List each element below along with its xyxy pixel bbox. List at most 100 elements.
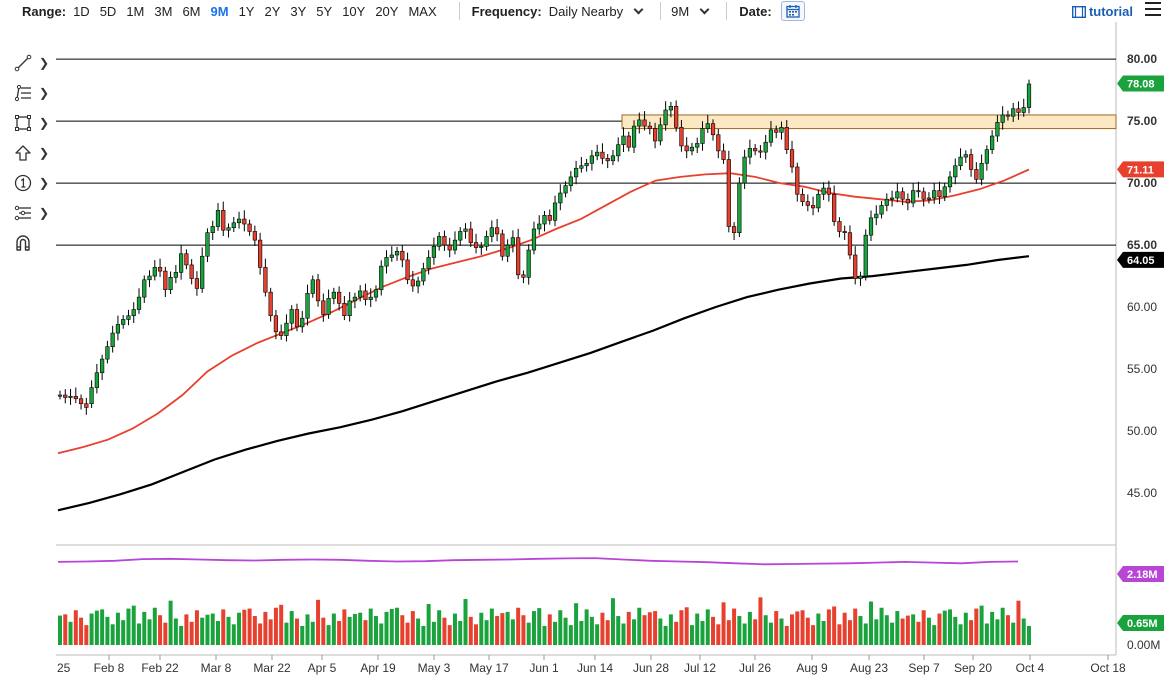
x-tick-label: Jun 14 (577, 661, 613, 675)
volume-current-badge-text: 0.65M (1127, 618, 1158, 630)
candle (379, 260, 384, 296)
candle (979, 154, 984, 186)
candle (916, 181, 921, 198)
x-tick-label: Jun 1 (529, 661, 559, 675)
volume-bar (489, 608, 494, 645)
range-6m[interactable]: 6M (182, 3, 201, 19)
drawing-tools: ❯ ❯ ❯ ❯ ❯ ❯ (14, 48, 54, 258)
candle (953, 158, 958, 185)
x-tick-label: 25 (57, 661, 71, 675)
candle (853, 246, 858, 285)
volume-bar (911, 614, 916, 645)
candle (742, 149, 747, 189)
volume-bar (321, 617, 326, 645)
last-price-badge-bg (1117, 75, 1164, 92)
x-tick-label: Apr 5 (308, 661, 337, 675)
fibonacci-icon (14, 84, 31, 102)
line-tool-button[interactable]: ❯ (14, 48, 54, 78)
volume-bar (637, 607, 642, 645)
volume-bar (863, 623, 868, 645)
candle (210, 220, 215, 240)
ma200-badge-text: 64.05 (1127, 255, 1155, 267)
volume-bar (516, 607, 521, 645)
candle (147, 270, 152, 288)
range-3y[interactable]: 3Y (290, 3, 307, 19)
pitchfork-tool-button[interactable]: ❯ (14, 198, 54, 228)
volume-bar (642, 615, 647, 645)
volume-bar (579, 620, 584, 645)
label-tool-button[interactable]: ❯ (14, 168, 54, 198)
frequency-select[interactable]: Daily Nearby (549, 4, 648, 19)
fib-tool-button[interactable]: ❯ (14, 78, 54, 108)
period-select[interactable]: 9M (671, 4, 714, 19)
range-1y[interactable]: 1Y (238, 3, 255, 19)
range-9m[interactable]: 9M (210, 3, 229, 19)
range-5d[interactable]: 5D (99, 3, 117, 19)
volume-bar (626, 611, 631, 645)
candle (911, 183, 916, 208)
candle-body (484, 236, 489, 247)
candle-body (889, 197, 895, 200)
candle-body (742, 156, 747, 184)
candle (458, 227, 463, 246)
calendar-button[interactable] (780, 1, 805, 21)
candle (384, 250, 389, 274)
candle-body (437, 236, 442, 247)
candle-body (626, 135, 631, 148)
candle-body (842, 231, 847, 233)
candle-body (642, 119, 647, 127)
volume-bar (189, 621, 194, 645)
volume-bar (431, 621, 436, 645)
candle (932, 183, 937, 204)
candle (631, 120, 637, 153)
range-3m[interactable]: 3M (154, 3, 173, 19)
arrow-tool-button[interactable]: ❯ (14, 138, 54, 168)
range-5y[interactable]: 5Y (316, 3, 333, 19)
numbered-circle-icon (14, 174, 32, 192)
volume-bar (542, 625, 547, 645)
candle-body (1005, 114, 1011, 117)
candle-body (716, 134, 721, 152)
volume-bar (563, 617, 568, 645)
volume-bar (89, 613, 94, 645)
volume-bar (316, 599, 321, 645)
candle (805, 194, 810, 212)
volume-bar (405, 622, 410, 645)
volume-bar (658, 618, 663, 645)
candle-body (410, 279, 415, 287)
candle (363, 283, 368, 306)
candle (589, 150, 594, 171)
magnet-tool-button[interactable] (14, 228, 54, 258)
x-tick-label: Oct 18 (1090, 661, 1126, 675)
candle-body (252, 231, 257, 241)
candle (57, 390, 63, 400)
volume-bar (632, 619, 637, 645)
candle (726, 150, 731, 233)
volume-bar (258, 623, 263, 645)
range-1m[interactable]: 1M (126, 3, 145, 19)
tutorial-link[interactable]: tutorial (1071, 4, 1133, 19)
volume-bar (526, 622, 531, 645)
range-2y[interactable]: 2Y (264, 3, 281, 19)
candle-body (331, 291, 336, 299)
range-20y[interactable]: 20Y (375, 3, 399, 19)
rectangle-tool-button[interactable]: ❯ (14, 108, 54, 138)
candle (858, 271, 863, 286)
candle-body (384, 257, 389, 267)
candle-body (784, 127, 789, 150)
candle-body (921, 191, 926, 200)
range-max[interactable]: MAX (408, 3, 437, 19)
candle-body (579, 165, 584, 169)
resistance-zone[interactable] (621, 114, 1117, 130)
range-10y[interactable]: 10Y (342, 3, 366, 19)
volume-bar (948, 609, 953, 645)
range-1d[interactable]: 1D (73, 3, 90, 19)
candle-body (521, 274, 526, 278)
candle (268, 287, 273, 322)
rectangle-icon (15, 115, 31, 131)
candle-body (684, 145, 689, 152)
hamburger-menu-icon[interactable] (1145, 2, 1161, 16)
candle-body (342, 303, 347, 317)
candle-body (200, 255, 205, 289)
